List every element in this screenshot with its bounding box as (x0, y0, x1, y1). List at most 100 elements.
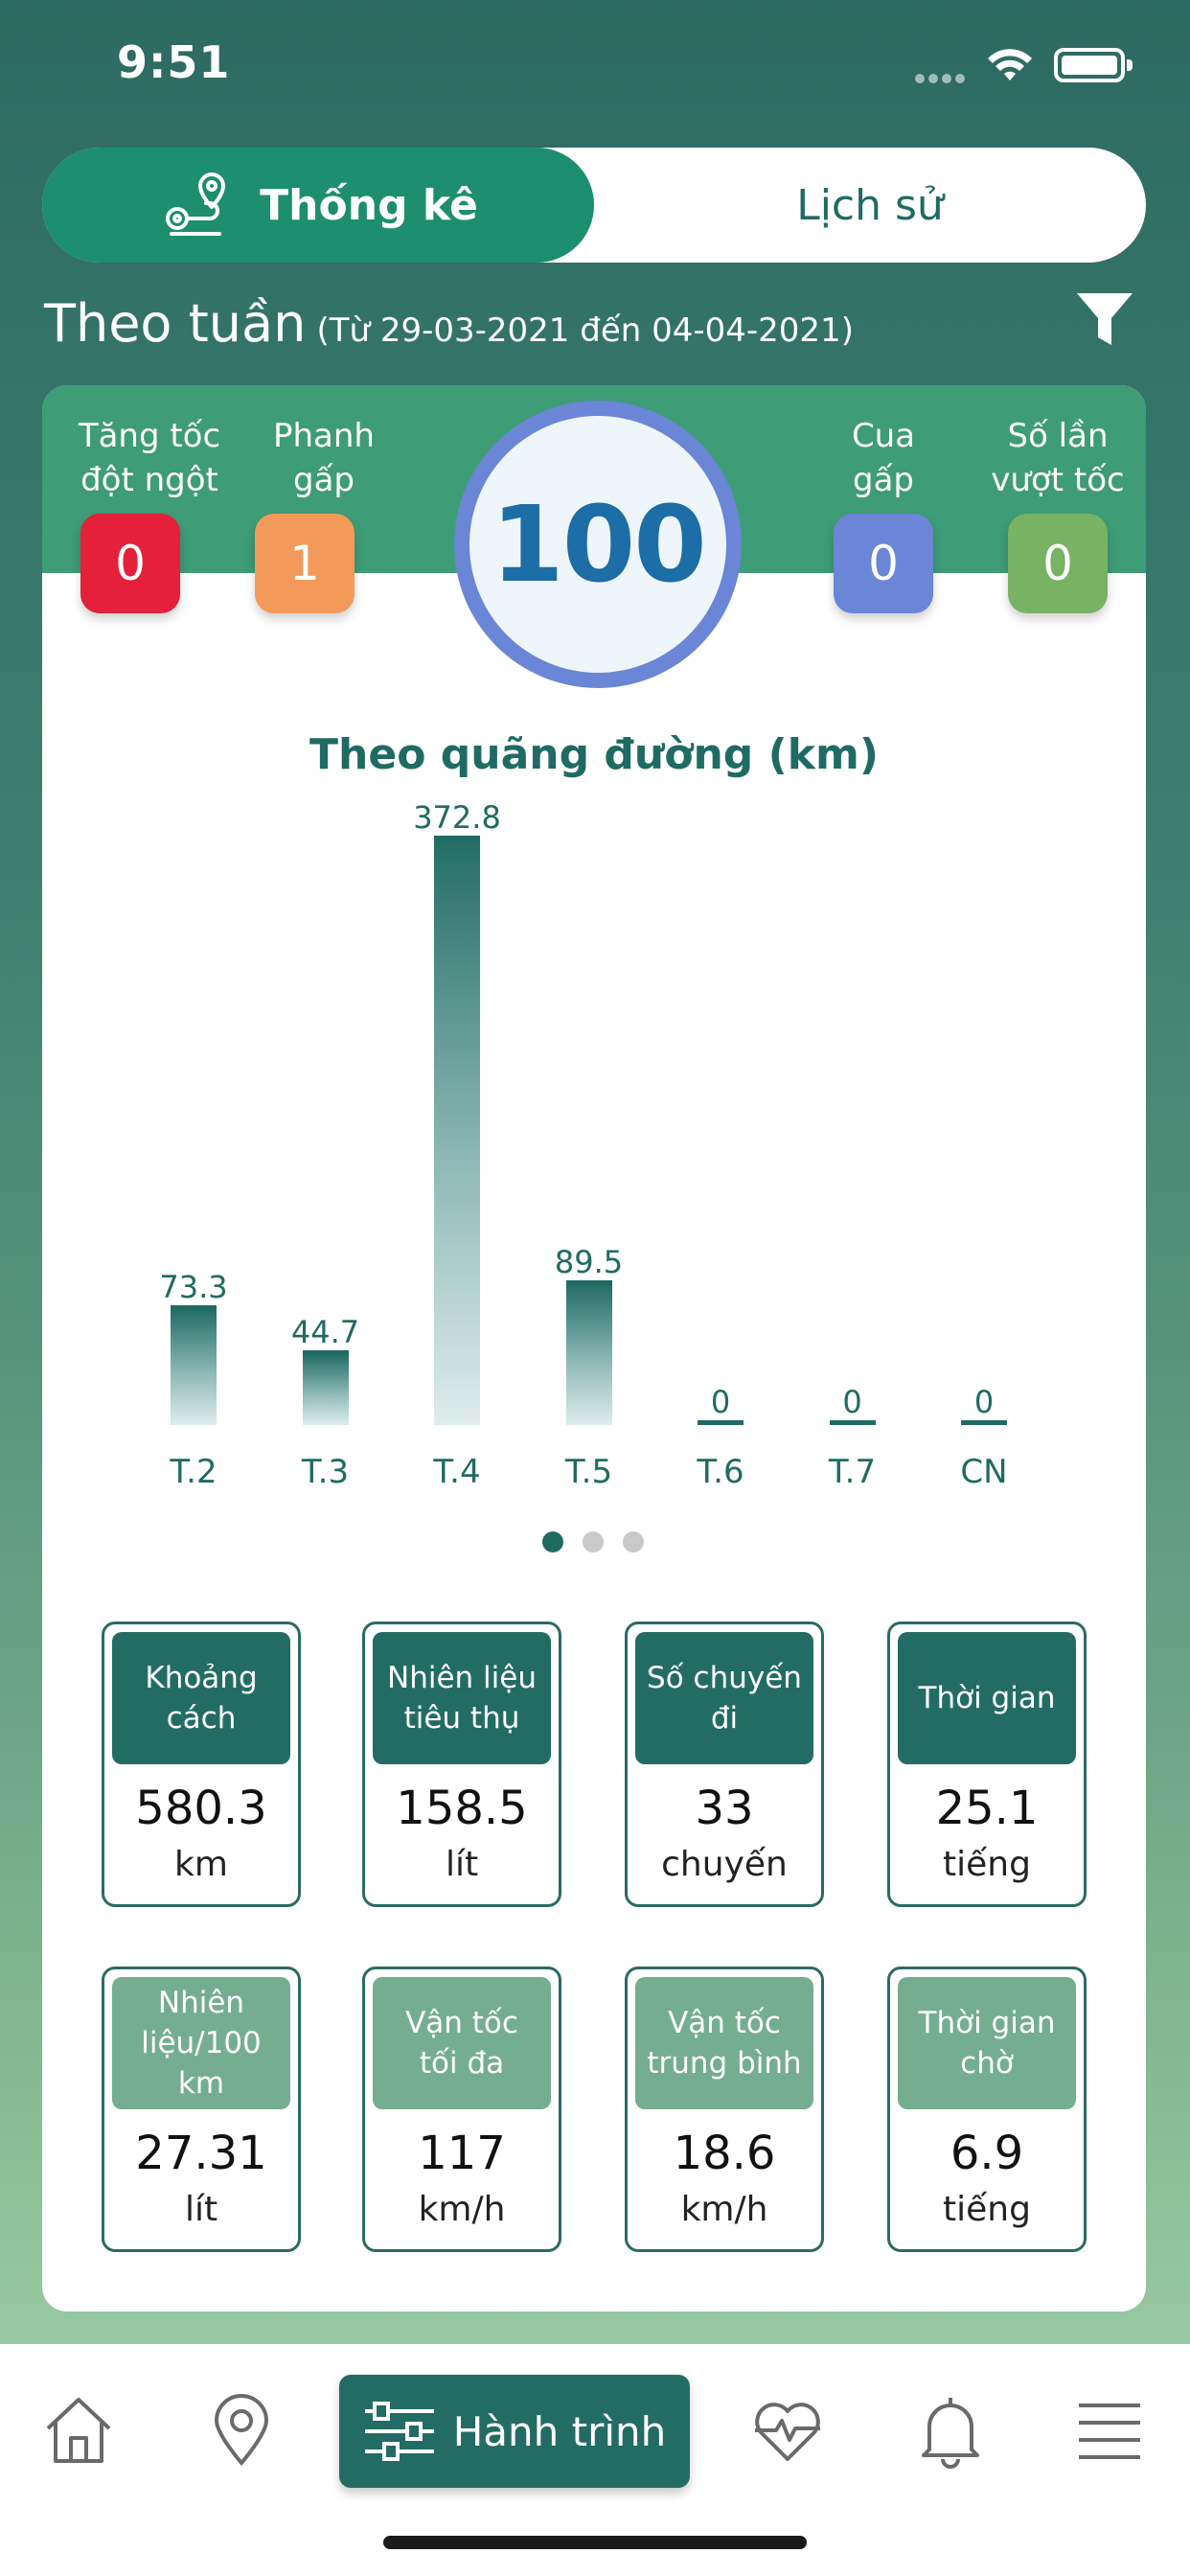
stat-unit: lít (184, 2190, 218, 2229)
route-icon (166, 172, 226, 236)
tab-statistics[interactable]: Thống kê (42, 148, 594, 263)
nav-journey-label: Hành trình (452, 2407, 667, 2455)
chart-data-label: 0 (710, 1384, 731, 1420)
stat-card-idle-time: Thời gian chờ 6.9 tiếng (887, 1966, 1087, 2252)
metric-label-line: vượt tốc (991, 461, 1125, 499)
chart-bar (434, 836, 480, 1425)
chart-data-label: 89.5 (554, 1244, 624, 1280)
metric-label-harsh-braking: Phanh gấp (247, 414, 400, 502)
bottom-nav: Hành trình (0, 2344, 1190, 2576)
stat-card-fuel-consumed: Nhiên liệu tiêu thụ 158.5 lít (362, 1622, 561, 1907)
stat-card-avg-speed: Vận tốc trung bình 18.6 km/h (625, 1966, 824, 2252)
nav-journey-button[interactable]: Hành trình (339, 2375, 690, 2488)
chart-title: Theo quãng đường (km) (309, 730, 879, 779)
stat-unit: tiếng (943, 2190, 1031, 2229)
stat-value: 580.3 (135, 1782, 267, 1835)
stat-label: Nhiên liệu/100 km (112, 1977, 290, 2109)
stat-value: 18.6 (673, 2127, 776, 2180)
distance-bar-chart: 73.3 T.2 44.7 T.3 372.8 T.4 89.5 T.5 0 T.6 0 T.7 0 CN (42, 788, 1146, 1516)
tab-history[interactable]: Lịch sử (594, 148, 1146, 263)
menu-icon[interactable] (1071, 2392, 1148, 2469)
metric-badge-harsh-braking: 1 (255, 514, 355, 613)
stat-label: Khoảng cách (112, 1632, 290, 1764)
stat-value: 117 (418, 2127, 506, 2180)
stat-card-fuel-per-100km: Nhiên liệu/100 km 27.31 lít (102, 1966, 301, 2252)
period-title: Theo tuần (44, 293, 307, 354)
metric-label-line: đột ngột (80, 461, 218, 499)
metric-label-line: Tăng tốc (78, 417, 221, 455)
chart-data-label: 44.7 (290, 1314, 360, 1350)
chart-category-label: T.3 (301, 1453, 350, 1491)
chart-category-label: T.6 (697, 1453, 744, 1491)
stat-label: Thời gian chờ (898, 1977, 1076, 2109)
chart-data-label: 0 (973, 1384, 995, 1420)
metric-label-line: Phanh (273, 417, 375, 455)
period-header: Theo tuần (Từ 29-03-2021 đến 04-04-2021) (44, 293, 854, 354)
home-indicator (383, 2536, 807, 2549)
tab-statistics-label: Thống kê (260, 180, 478, 230)
stat-value: 6.9 (950, 2127, 1024, 2180)
stat-card-distance: Khoảng cách 580.3 km (102, 1622, 301, 1907)
chart-data-label: 73.3 (159, 1269, 228, 1305)
status-bar: 9:51 (0, 0, 1190, 134)
driving-score: 100 (469, 416, 726, 673)
tab-history-label: Lịch sử (796, 180, 944, 230)
stat-label: Số chuyến đi (635, 1632, 813, 1764)
wifi-icon (988, 49, 1032, 80)
chart-bar (829, 1420, 876, 1425)
chart-pager (542, 1531, 663, 1556)
bell-icon[interactable] (912, 2392, 989, 2469)
view-tabs: Thống kê Lịch sử (42, 148, 1146, 263)
period-range: (Từ 29-03-2021 đến 04-04-2021) (316, 311, 854, 350)
chart-bar (698, 1420, 744, 1425)
metric-label-harsh-cornering: Cua gấp (807, 414, 960, 502)
driving-score-ring: 100 (454, 401, 742, 688)
filter-icon[interactable] (1075, 289, 1134, 349)
statistics-card: Tăng tốc đột ngột 0 Phanh gấp 1 100 Cua … (42, 385, 1146, 2312)
chart-category-label: CN (960, 1453, 1008, 1491)
chart-category-label: T.4 (433, 1453, 481, 1491)
metric-label-line: gấp (293, 461, 355, 499)
stat-card-max-speed: Vận tốc tối đa 117 km/h (362, 1966, 561, 2252)
stat-card-trips: Số chuyến đi 33 chuyến (625, 1622, 824, 1907)
sliders-icon (364, 2402, 434, 2461)
stat-value: 25.1 (935, 1782, 1039, 1835)
pager-dot[interactable] (542, 1531, 563, 1552)
stat-label: Thời gian (898, 1632, 1076, 1764)
stat-unit: km/h (680, 2190, 768, 2229)
stat-unit: lít (445, 1845, 479, 1884)
stat-label: Vận tốc tối đa (373, 1977, 551, 2109)
stat-unit: km/h (418, 2190, 506, 2229)
metric-label-line: gấp (853, 461, 914, 499)
pager-dot[interactable] (583, 1531, 604, 1552)
chart-category-label: T.7 (828, 1453, 877, 1491)
metric-badge-harsh-acceleration: 0 (80, 514, 180, 613)
metric-label-harsh-acceleration: Tăng tốc đột ngột (73, 414, 226, 502)
location-pin-icon[interactable] (203, 2392, 280, 2469)
chart-bar (961, 1420, 1007, 1425)
chart-bar (565, 1280, 612, 1425)
chart-category-label: T.2 (170, 1453, 217, 1491)
stat-label: Nhiên liệu tiêu thụ (373, 1632, 551, 1764)
metric-label-line: Cua (851, 417, 916, 455)
chart-bar (171, 1305, 217, 1425)
metric-badge-speeding: 0 (1008, 514, 1108, 613)
stat-value: 33 (695, 1782, 754, 1835)
chart-data-label: 372.8 (413, 799, 501, 836)
home-icon[interactable] (40, 2392, 117, 2469)
metric-badge-harsh-cornering: 0 (834, 514, 933, 613)
stat-unit: tiếng (943, 1845, 1031, 1884)
heart-pulse-icon[interactable] (749, 2392, 826, 2469)
pager-dot[interactable] (623, 1531, 644, 1552)
metric-label-speeding: Số lần vượt tốc (981, 414, 1134, 502)
stat-label: Vận tốc trung bình (635, 1977, 813, 2109)
metric-label-line: Số lần (1007, 417, 1109, 455)
chart-category-label: T.5 (564, 1453, 613, 1491)
stat-unit: chuyến (661, 1845, 788, 1884)
stat-value: 158.5 (396, 1782, 528, 1835)
stat-card-time: Thời gian 25.1 tiếng (887, 1622, 1087, 1907)
chart-data-label: 0 (842, 1384, 862, 1420)
chart-bar (302, 1350, 349, 1425)
stat-value: 27.31 (135, 2127, 267, 2180)
stat-unit: km (174, 1845, 228, 1884)
